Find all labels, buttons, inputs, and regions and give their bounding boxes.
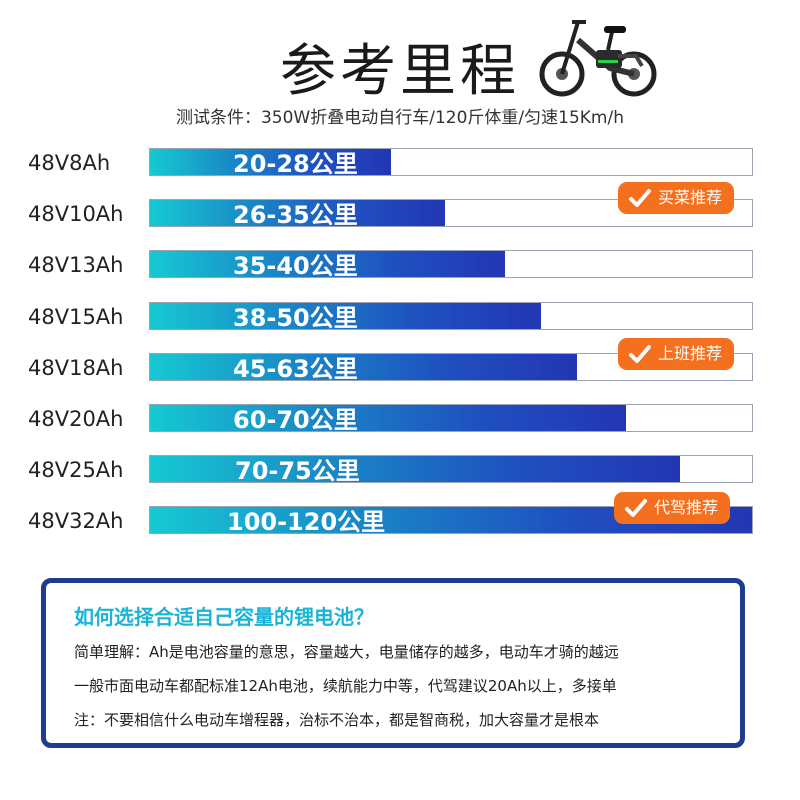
category-label: 48V18Ah	[28, 355, 124, 380]
bar	[150, 149, 391, 175]
checkmark-icon	[629, 189, 651, 207]
bar-track: 38-50公里	[149, 301, 753, 332]
data-label: 45-63公里	[233, 354, 358, 383]
guide-title: 如何选择合适自己容量的锂电池？	[74, 605, 374, 629]
bar	[150, 302, 542, 329]
bar-row: 48V8Ah 20-28公里	[0, 148, 800, 178]
bar-track: 60-70公里	[149, 404, 753, 434]
page-title: 参考里程	[280, 39, 520, 104]
folding-ebike-icon	[539, 20, 657, 97]
guide-line: 一般市面电动车都配标准12Ah电池，续航能力中等，代驾建议20Ah以上，多接单	[74, 677, 617, 695]
bar	[150, 353, 578, 380]
bar-row: 48V13Ah 35-40公里	[0, 250, 800, 280]
checkmark-icon	[625, 499, 647, 517]
recommend-badge: 买菜推荐	[618, 182, 735, 214]
category-label: 48V13Ah	[28, 253, 124, 278]
recommend-badge: 上班推荐	[618, 338, 735, 370]
badge-text: 代驾推荐	[654, 498, 719, 517]
bar	[150, 456, 680, 483]
category-label: 48V8Ah	[28, 151, 111, 175]
category-label: 48V15Ah	[28, 304, 124, 329]
data-label: 26-35公里	[233, 201, 358, 230]
category-label: 48V32Ah	[28, 509, 124, 534]
badge-text: 上班推荐	[658, 344, 723, 363]
battery-guide-box: 如何选择合适自己容量的锂电池？ 简单理解：Ah是电池容量的意思，容量越大，电量储…	[41, 578, 745, 748]
bar-row: 48V25Ah 70-75公里	[0, 455, 800, 485]
checkmark-icon	[629, 345, 651, 363]
badge-text: 买菜推荐	[658, 188, 723, 207]
bar-track: 20-28公里	[149, 148, 753, 178]
recommend-badge: 代驾推荐	[614, 492, 731, 524]
data-label: 35-40公里	[233, 252, 358, 281]
data-label: 70-75公里	[235, 457, 360, 486]
category-label: 48V10Ah	[28, 202, 124, 227]
bar-track: 35-40公里	[149, 250, 753, 281]
data-label: 20-28公里	[233, 150, 358, 178]
category-label: 48V25Ah	[28, 458, 124, 483]
bar-track: 70-75公里	[149, 455, 753, 486]
bar-row: 48V20Ah 60-70公里	[0, 404, 800, 434]
category-label: 48V20Ah	[28, 407, 124, 431]
test-conditions: 测试条件：350W折叠电动自行车/120斤体重/匀速15Km/h	[175, 108, 624, 128]
bar	[150, 405, 626, 431]
bar	[150, 251, 506, 278]
bar	[150, 200, 445, 227]
guide-line: 注：不要相信什么电动车增程器，治标不治本，都是智商税，加大容量才是根本	[74, 711, 600, 729]
data-label: 38-50公里	[233, 303, 358, 332]
bar-row: 48V15Ah 38-50公里	[0, 301, 800, 332]
data-label: 100-120公里	[227, 508, 386, 537]
guide-line: 简单理解：Ah是电池容量的意思，容量越大，电量储存的越多，电动车才骑的越远	[74, 643, 619, 661]
data-label: 60-70公里	[233, 406, 358, 434]
